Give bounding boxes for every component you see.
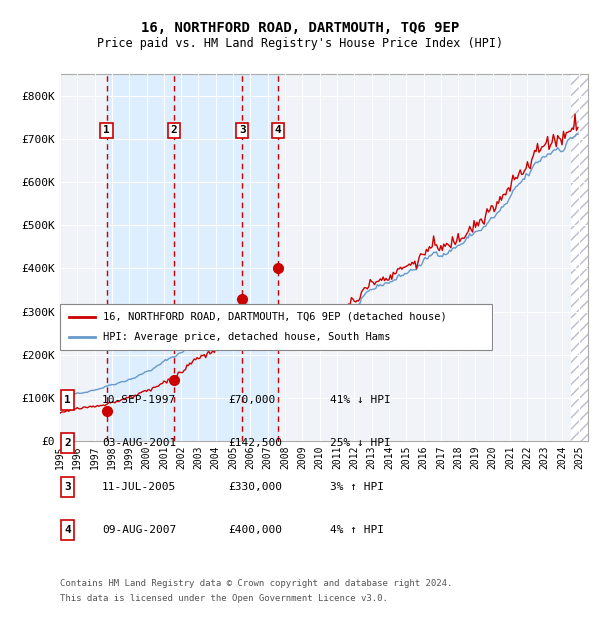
Bar xyxy=(571,74,588,441)
FancyBboxPatch shape xyxy=(61,433,74,453)
Text: 4% ↑ HPI: 4% ↑ HPI xyxy=(330,525,384,535)
Text: 16, NORTHFORD ROAD, DARTMOUTH, TQ6 9EP (detached house): 16, NORTHFORD ROAD, DARTMOUTH, TQ6 9EP (… xyxy=(103,312,447,322)
Text: 10-SEP-1997: 10-SEP-1997 xyxy=(102,395,176,405)
Text: 2: 2 xyxy=(171,125,178,135)
Text: £330,000: £330,000 xyxy=(228,482,282,492)
Text: 1: 1 xyxy=(103,125,110,135)
Text: Price paid vs. HM Land Registry's House Price Index (HPI): Price paid vs. HM Land Registry's House … xyxy=(97,37,503,50)
FancyBboxPatch shape xyxy=(61,390,74,410)
Text: 3: 3 xyxy=(239,125,245,135)
Text: 03-AUG-2001: 03-AUG-2001 xyxy=(102,438,176,448)
Bar xyxy=(107,74,278,441)
Text: 4: 4 xyxy=(275,125,281,135)
Text: £400,000: £400,000 xyxy=(228,525,282,535)
Text: 25% ↓ HPI: 25% ↓ HPI xyxy=(330,438,391,448)
Text: 3% ↑ HPI: 3% ↑ HPI xyxy=(330,482,384,492)
FancyBboxPatch shape xyxy=(61,520,74,540)
Text: 4: 4 xyxy=(64,525,71,535)
Text: HPI: Average price, detached house, South Hams: HPI: Average price, detached house, Sout… xyxy=(103,332,391,342)
Text: 2: 2 xyxy=(64,438,71,448)
Text: 1: 1 xyxy=(64,395,71,405)
Text: This data is licensed under the Open Government Licence v3.0.: This data is licensed under the Open Gov… xyxy=(60,595,388,603)
Text: 41% ↓ HPI: 41% ↓ HPI xyxy=(330,395,391,405)
Text: £70,000: £70,000 xyxy=(228,395,275,405)
Text: 16, NORTHFORD ROAD, DARTMOUTH, TQ6 9EP: 16, NORTHFORD ROAD, DARTMOUTH, TQ6 9EP xyxy=(141,21,459,35)
FancyBboxPatch shape xyxy=(60,304,492,350)
Text: 3: 3 xyxy=(64,482,71,492)
FancyBboxPatch shape xyxy=(61,477,74,497)
Text: Contains HM Land Registry data © Crown copyright and database right 2024.: Contains HM Land Registry data © Crown c… xyxy=(60,579,452,588)
Text: 09-AUG-2007: 09-AUG-2007 xyxy=(102,525,176,535)
Text: £142,500: £142,500 xyxy=(228,438,282,448)
Bar xyxy=(571,74,588,441)
Text: 11-JUL-2005: 11-JUL-2005 xyxy=(102,482,176,492)
